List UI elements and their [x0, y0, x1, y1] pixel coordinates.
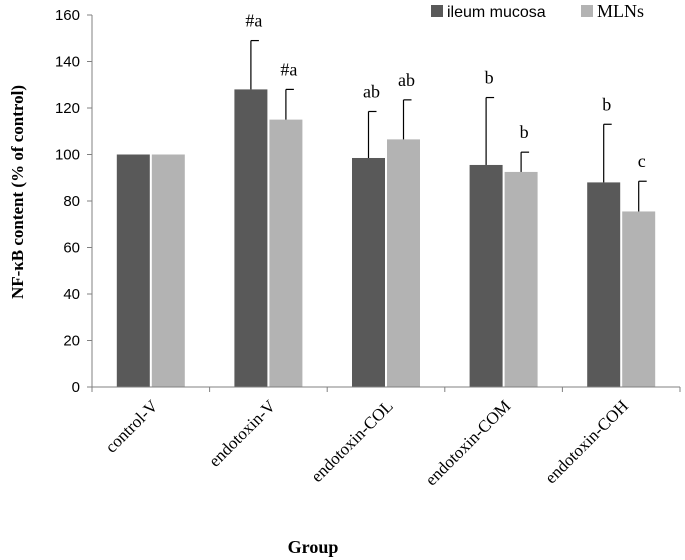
significance-label: b — [602, 94, 611, 114]
x-axis-title: Group — [288, 537, 339, 557]
bars-layer — [116, 89, 656, 388]
significance-label: ab — [363, 81, 380, 101]
significance-label: #a — [245, 11, 262, 31]
legend-label: MLNs — [597, 1, 644, 21]
bar-mlns — [269, 119, 303, 387]
bar-ileum-mucosa — [587, 182, 621, 387]
category-label: endotoxin-COL — [307, 396, 397, 486]
y-tick-label: 60 — [63, 240, 80, 257]
category-label: control-V — [101, 396, 162, 457]
bar-ileum-mucosa — [469, 164, 503, 387]
y-axis-title: NF-κB content (% of control) — [8, 85, 27, 299]
bar-mlns — [151, 154, 185, 387]
y-tick-label: 80 — [63, 193, 80, 210]
y-tick-label: 0 — [72, 379, 80, 396]
bar-mlns — [504, 171, 538, 387]
error-bars-layer — [250, 39, 647, 212]
category-label: endotoxin-COH — [541, 396, 632, 487]
y-tick-label: 120 — [55, 100, 80, 117]
bar-mlns — [387, 139, 420, 387]
y-tick-label: 140 — [55, 54, 80, 71]
y-tick-label: 160 — [55, 7, 80, 24]
bar-ileum-mucosa — [352, 157, 385, 387]
significance-label: #a — [280, 59, 297, 79]
bar-ileum-mucosa — [116, 154, 150, 387]
legend: ileum mucosa MLNs — [431, 1, 644, 21]
legend-swatch — [431, 5, 443, 17]
y-tick-label: 20 — [63, 333, 80, 350]
y-tick-label: 100 — [55, 147, 80, 164]
significance-label: b — [520, 122, 529, 142]
y-tick-label: 40 — [63, 286, 80, 303]
category-label: endotoxin-V — [205, 396, 280, 471]
significance-label: b — [485, 68, 494, 88]
bar-ileum-mucosa — [234, 89, 268, 388]
annotations-layer: #a ab b b #a ab b c — [245, 11, 645, 172]
significance-label: ab — [398, 70, 415, 90]
category-label: endotoxin-COM — [422, 396, 515, 489]
significance-label: c — [638, 151, 646, 171]
legend-swatch — [581, 5, 593, 17]
bar-mlns — [622, 211, 656, 387]
legend-label: ileum mucosa — [447, 4, 546, 21]
